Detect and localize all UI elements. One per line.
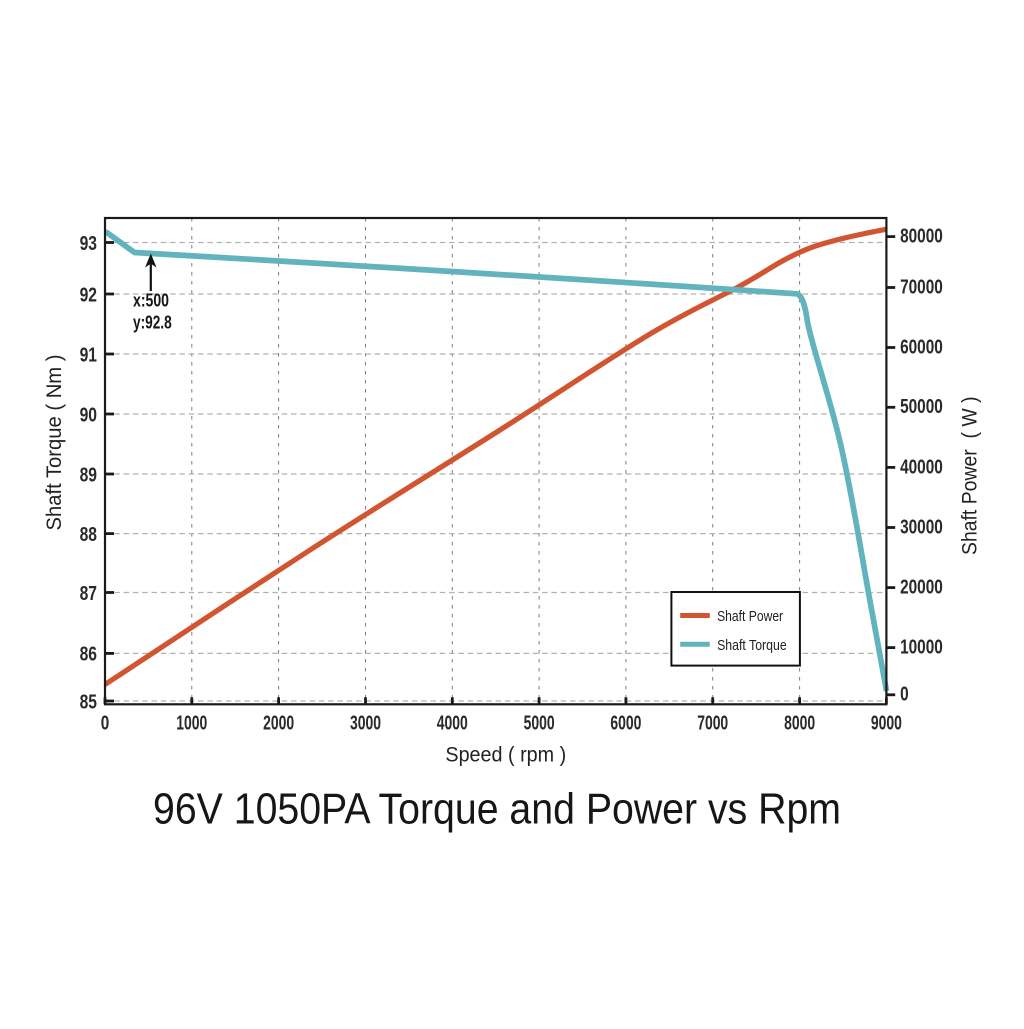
svg-text:Speed ( rpm ): Speed ( rpm ) (445, 744, 566, 767)
svg-text:Shaft Power: Shaft Power (717, 608, 783, 625)
svg-text:6000: 6000 (610, 712, 641, 734)
svg-text:85: 85 (80, 691, 97, 713)
svg-text:4000: 4000 (437, 712, 468, 734)
svg-text:80000: 80000 (900, 226, 943, 248)
svg-text:1000: 1000 (176, 712, 207, 734)
svg-text:0: 0 (101, 712, 110, 734)
svg-text:Shaft Power ( W ): Shaft Power ( W ) (959, 396, 982, 555)
svg-text:10000: 10000 (900, 637, 943, 659)
svg-text:30000: 30000 (900, 516, 943, 538)
svg-text:86: 86 (80, 644, 97, 666)
svg-text:91: 91 (80, 344, 97, 366)
svg-text:90: 90 (80, 404, 97, 426)
svg-text:x:500: x:500 (133, 290, 169, 311)
svg-text:0: 0 (900, 684, 909, 706)
svg-text:93: 93 (80, 233, 97, 255)
svg-text:92: 92 (80, 284, 97, 306)
svg-text:70000: 70000 (900, 276, 943, 298)
svg-text:87: 87 (80, 583, 97, 605)
svg-text:60000: 60000 (900, 336, 943, 358)
svg-text:2000: 2000 (263, 712, 294, 734)
svg-text:y:92.8: y:92.8 (133, 312, 172, 333)
svg-text:88: 88 (80, 524, 97, 546)
svg-text:9000: 9000 (871, 712, 902, 734)
svg-text:3000: 3000 (350, 712, 381, 734)
svg-text:Shaft Torque: Shaft Torque (717, 637, 787, 654)
svg-text:5000: 5000 (524, 712, 555, 734)
svg-text:Shaft Torque ( Nm ): Shaft Torque ( Nm ) (43, 355, 66, 531)
svg-text:7000: 7000 (697, 712, 728, 734)
svg-text:8000: 8000 (784, 712, 815, 734)
svg-text:40000: 40000 (900, 456, 943, 478)
svg-text:96V 1050PA Torque and Power vs: 96V 1050PA Torque and Power vs Rpm (153, 786, 841, 834)
svg-text:50000: 50000 (900, 396, 943, 418)
svg-text:20000: 20000 (900, 577, 943, 599)
svg-text:89: 89 (80, 464, 97, 486)
